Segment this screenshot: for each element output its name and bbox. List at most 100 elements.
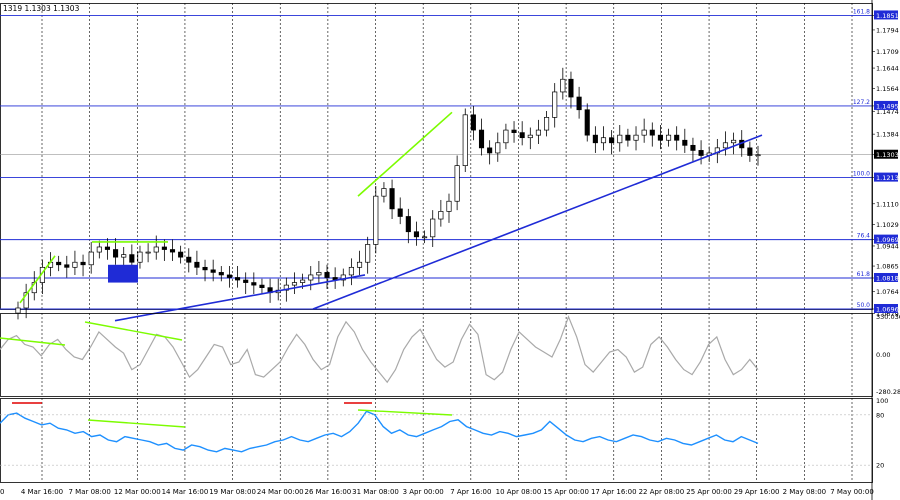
- green-line: [19, 255, 56, 304]
- candle: [235, 266, 241, 288]
- candle: [617, 124, 623, 152]
- x-tick-label: 31 Mar 08:00: [352, 488, 399, 496]
- x-tick-label: 29 Apr 16:00: [734, 488, 780, 496]
- y-tick-label: 1.1564: [876, 85, 899, 93]
- candle: [324, 264, 330, 289]
- candle: [422, 230, 428, 244]
- x-tick-label: 14 Mar 16:00: [162, 488, 209, 496]
- candle: [365, 236, 371, 274]
- green-line: [0, 337, 66, 346]
- current-price-label: 1.1303: [876, 151, 899, 159]
- price-panel: 1.1851 1.1794 1.1709 1.1644 1.1564 1.14951.14…: [0, 3, 899, 322]
- green-line: [87, 419, 186, 428]
- candle: [56, 255, 62, 272]
- trend-line: [114, 274, 366, 322]
- candle: [178, 245, 184, 264]
- y-tick-label: 1.1110: [876, 200, 899, 208]
- rsi-line: [0, 410, 759, 453]
- candle: [96, 240, 102, 259]
- x-tick-label: 7 Apr 16:00: [450, 488, 491, 496]
- candle: [340, 268, 346, 287]
- candle: [609, 130, 615, 155]
- candle: [259, 278, 265, 295]
- candle: [462, 108, 468, 173]
- candle: [348, 258, 354, 286]
- x-tick-label: 2 May 08:00: [783, 488, 827, 496]
- osc-tick-label: 0.00: [876, 351, 890, 359]
- candle: [519, 121, 525, 146]
- fib-level-label: 50.0: [857, 302, 871, 309]
- candle: [226, 266, 232, 288]
- candle: [592, 126, 598, 153]
- candle: [243, 272, 249, 295]
- y-tick-label: 1.1644: [876, 65, 899, 73]
- candle: [446, 193, 452, 223]
- candle: [397, 197, 403, 225]
- x-tick-label: 17 Apr 16:00: [591, 488, 637, 496]
- ohlc-header: 1319 1.1303 1.1303: [3, 4, 80, 13]
- osc-tick-label: 330.0361: [876, 313, 900, 321]
- candle: [747, 141, 753, 162]
- candle: [194, 250, 200, 275]
- fib-level-label: 100.0: [853, 171, 870, 178]
- candle: [80, 254, 86, 277]
- candle: [690, 137, 696, 162]
- candle: [552, 83, 558, 128]
- fib-level-label: 76.4: [857, 233, 871, 240]
- candle: [88, 241, 94, 274]
- candle: [291, 272, 298, 295]
- green-line: [357, 409, 453, 416]
- candle: [356, 250, 363, 275]
- candle: [316, 260, 322, 283]
- fib-price-label: 1.1495: [876, 102, 899, 110]
- candle: [389, 179, 395, 220]
- fib-price-label: 1.0969: [876, 236, 899, 244]
- osc-tick-label: -280.284: [876, 388, 900, 396]
- candle: [251, 272, 257, 295]
- candle: [722, 131, 729, 156]
- candle: [405, 208, 411, 244]
- panel-frame: [0, 313, 873, 397]
- x-tick-label: 7 Mar 08:00: [68, 488, 110, 496]
- candle: [430, 210, 436, 247]
- candle: [665, 128, 672, 147]
- candle: [568, 71, 574, 109]
- y-tick-label: 1.1029: [876, 221, 899, 229]
- fib-price-label: 1.1851: [876, 12, 899, 20]
- fib-price-label: 1.1213: [876, 174, 899, 182]
- candle: [145, 243, 151, 263]
- fib-price-box: [874, 304, 898, 313]
- candle: [381, 182, 387, 203]
- candle: [544, 111, 550, 137]
- candle: [527, 127, 533, 150]
- y-tick-label: 1.1474: [876, 108, 899, 116]
- candle: [373, 185, 379, 254]
- rsi-tick-label: 20: [876, 462, 884, 470]
- candle: [308, 266, 314, 291]
- x-tick-label: 12 Mar 00:00: [114, 488, 161, 496]
- candle: [137, 245, 143, 269]
- candle: [641, 118, 647, 143]
- candle: [731, 132, 737, 155]
- candle: [625, 128, 631, 147]
- x-tick-label: 26 Mar 16:00: [305, 488, 352, 496]
- candle: [161, 239, 167, 261]
- candle: [674, 126, 680, 151]
- x-tick-label: 7 May 00:00: [830, 488, 874, 496]
- oscillator-line: [0, 315, 759, 384]
- x-tick-label: 10 Apr 08:00: [496, 488, 542, 496]
- fib-price-box: [874, 100, 898, 110]
- candle: [584, 103, 590, 142]
- fib-price-label: 1.0818: [876, 274, 899, 282]
- fib-level-label: 161.8: [853, 8, 870, 15]
- candle: [682, 128, 688, 153]
- candle: [511, 121, 517, 143]
- candle: [153, 235, 159, 260]
- trend-line: [312, 134, 763, 310]
- x-tick-label: 22 Apr 08:00: [639, 488, 685, 496]
- candle: [169, 239, 176, 261]
- x-tick-label: 15 Apr 00:00: [543, 488, 589, 496]
- rsi-tick-label: 100: [876, 397, 888, 405]
- candle: [478, 118, 485, 156]
